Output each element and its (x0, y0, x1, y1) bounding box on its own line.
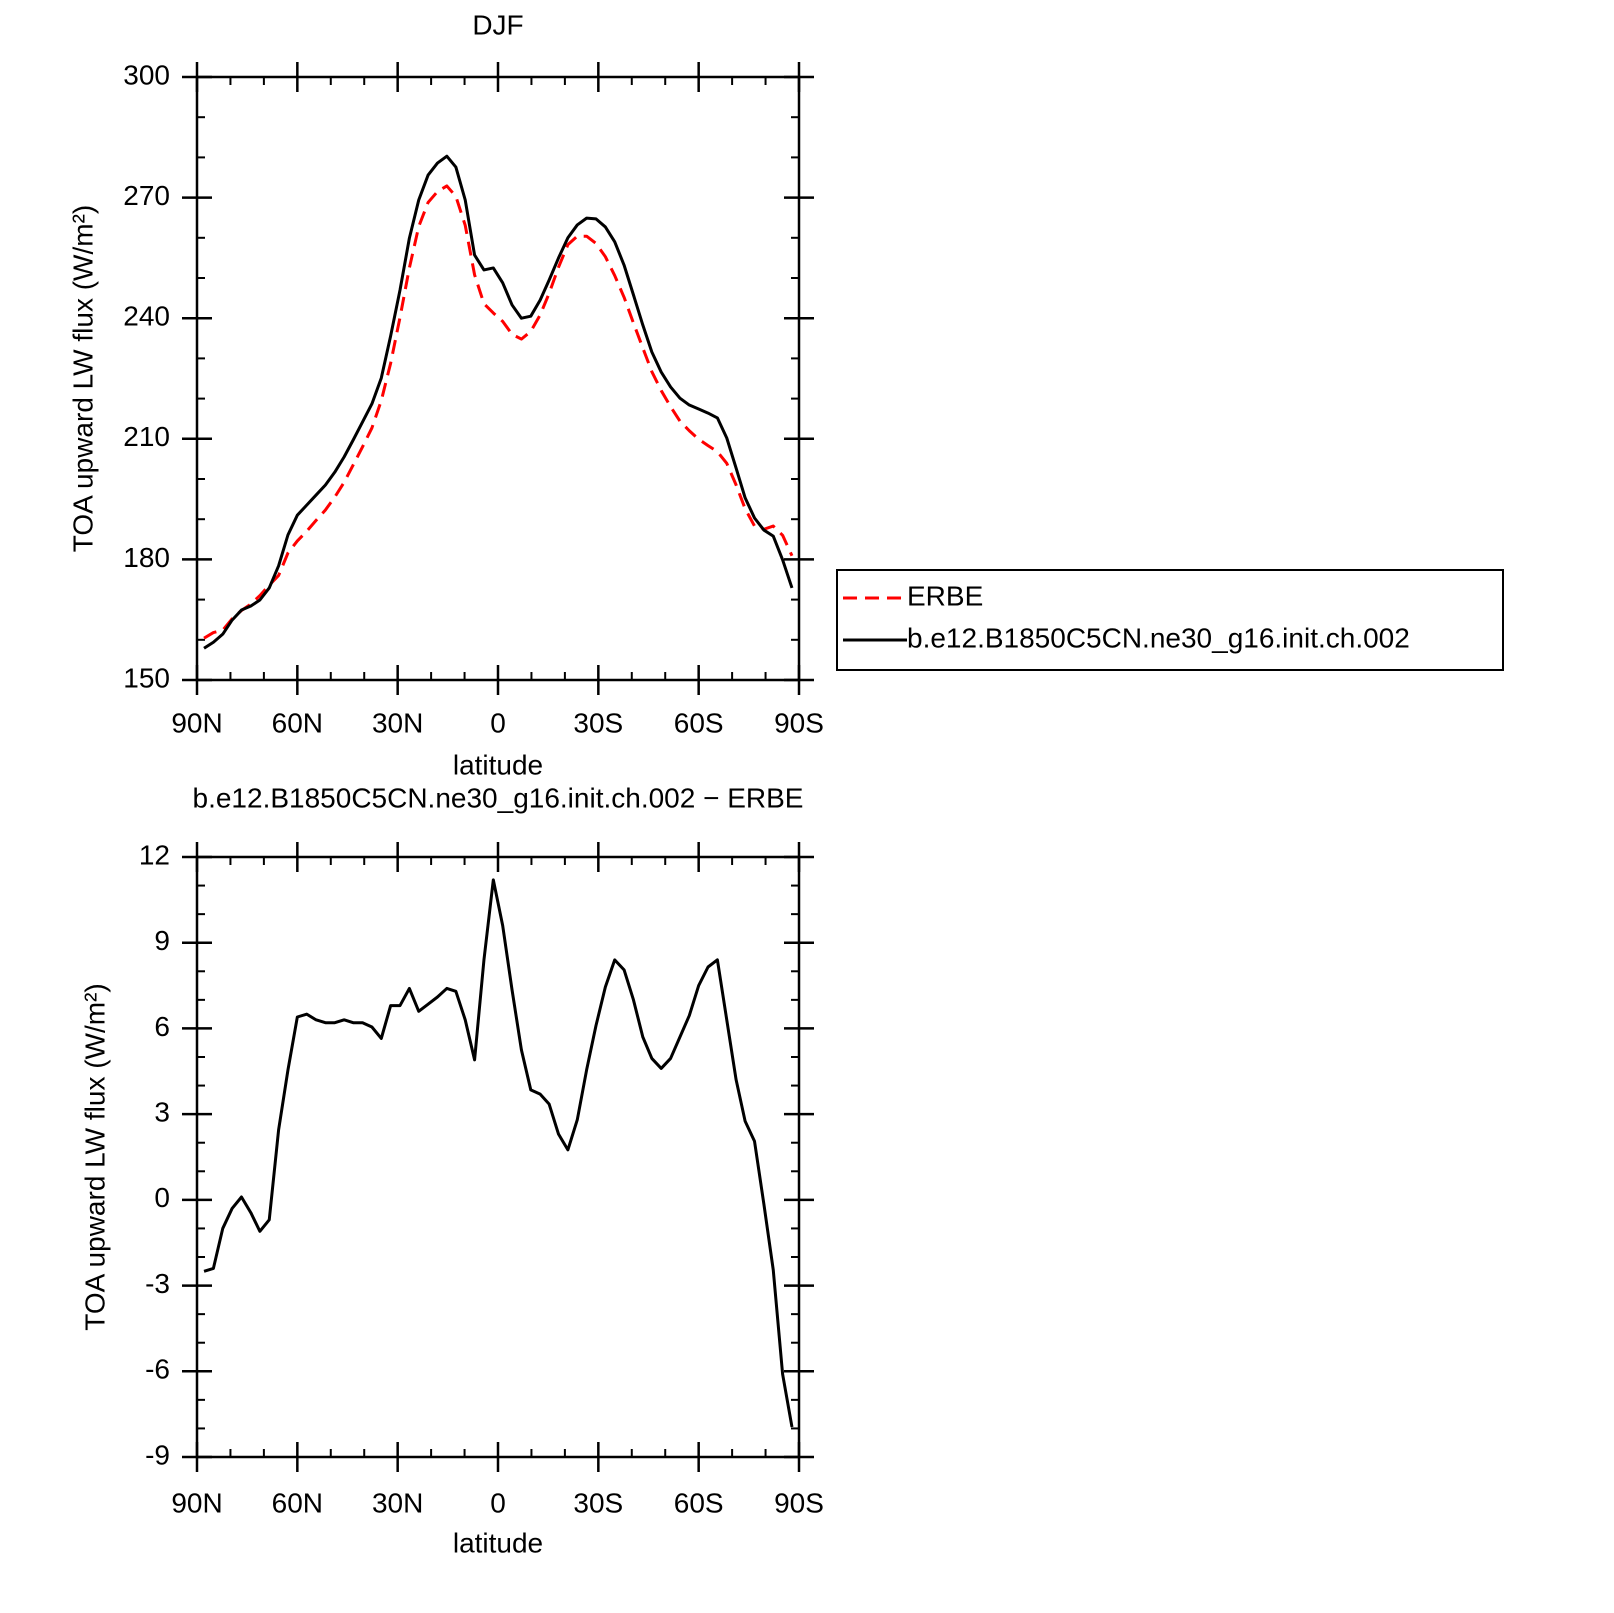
y-tick-label: 300 (123, 59, 170, 90)
data-line (203, 878, 794, 1428)
x-tick-label: 0 (490, 1487, 506, 1518)
y-tick-label: 180 (123, 542, 170, 573)
y-axis-label: TOA upward LW flux (W/m²) (67, 205, 98, 552)
chart-title: b.e12.B1850C5CN.ne30_g16.init.ch.002 − E… (193, 782, 804, 813)
x-tick-label: 90N (171, 707, 222, 738)
x-tick-label: 60N (272, 1487, 323, 1518)
x-tick-label: 30S (573, 707, 623, 738)
plot-frame (195, 75, 801, 682)
legend-label: b.e12.B1850C5CN.ne30_g16.init.ch.002 (907, 622, 1410, 653)
chart-title: DJF (472, 9, 523, 40)
x-tick-label: 60S (674, 707, 724, 738)
data-line (203, 184, 794, 640)
y-tick-label: 6 (154, 1011, 170, 1042)
y-tick-label: -9 (145, 1439, 170, 1470)
x-tick-label: 30S (573, 1487, 623, 1518)
y-tick-label: 0 (154, 1182, 170, 1213)
y-tick-label: 270 (123, 180, 170, 211)
data-line (203, 154, 794, 650)
x-tick-label: 0 (490, 707, 506, 738)
x-axis-label: latitude (453, 749, 543, 780)
x-tick-label: 30N (372, 1487, 423, 1518)
plot-frame (195, 855, 801, 1459)
y-tick-label: 12 (139, 839, 170, 870)
y-tick-label: 3 (154, 1097, 170, 1128)
legend-label: ERBE (907, 580, 983, 611)
x-tick-label: 90S (774, 1487, 824, 1518)
y-tick-label: 210 (123, 421, 170, 452)
y-tick-label: -6 (145, 1354, 170, 1385)
x-tick-label: 90N (171, 1487, 222, 1518)
x-tick-label: 90S (774, 707, 824, 738)
y-axis-label: TOA upward LW flux (W/m²) (79, 983, 110, 1330)
x-tick-label: 30N (372, 707, 423, 738)
x-tick-label: 60S (674, 1487, 724, 1518)
y-tick-label: 240 (123, 301, 170, 332)
x-axis-label: latitude (453, 1527, 543, 1558)
y-tick-label: 9 (154, 925, 170, 956)
legend-box (836, 569, 1504, 671)
y-tick-label: 150 (123, 662, 170, 693)
y-tick-label: -3 (145, 1268, 170, 1299)
x-tick-label: 60N (272, 707, 323, 738)
